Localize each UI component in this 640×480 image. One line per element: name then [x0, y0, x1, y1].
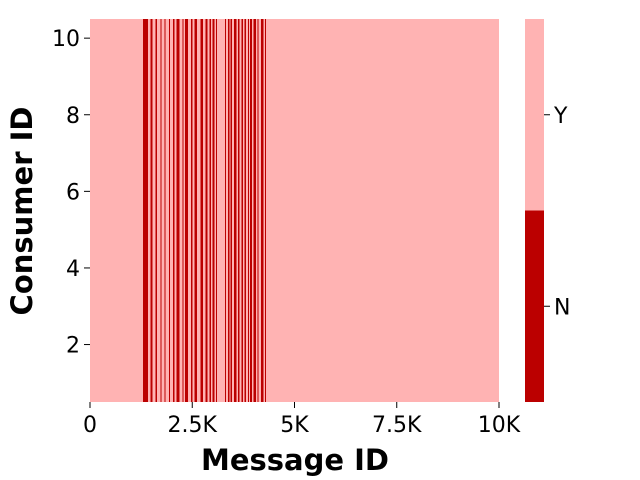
- heatmap-band-n: [191, 19, 193, 402]
- heatmap-band-n: [227, 19, 230, 402]
- colorbar: YN: [525, 19, 570, 402]
- heatmap-band-n: [241, 19, 243, 402]
- heatmap-band-n: [215, 19, 218, 402]
- y-tick-label: 6: [66, 180, 80, 205]
- heatmap-band-n: [260, 19, 264, 402]
- heatmap-band-n: [164, 19, 166, 402]
- x-tick-label: 2.5K: [168, 413, 218, 438]
- colorbar-label: N: [554, 295, 570, 320]
- heatmap-band-n: [150, 19, 153, 402]
- heatmap-band-n: [233, 19, 237, 402]
- heatmap-band-n: [176, 19, 180, 402]
- colorbar-label: Y: [553, 104, 568, 129]
- heatmap-band-n: [257, 19, 259, 402]
- heatmap-band-n: [265, 19, 267, 402]
- x-tick-label: 7.5K: [372, 413, 422, 438]
- heatmap-background-y: [90, 19, 499, 402]
- heatmap-band-n: [200, 19, 203, 402]
- y-tick-label: 2: [66, 334, 80, 359]
- x-axis-title: Message ID: [201, 443, 389, 477]
- heatmap-band-n: [230, 19, 232, 402]
- colorbar-segment-n: [525, 210, 544, 402]
- colorbar-segment-y: [525, 19, 544, 211]
- heatmap-band-n: [209, 19, 212, 402]
- heatmap-band-n: [238, 19, 240, 402]
- heatmap-band-n: [184, 19, 189, 402]
- heatmap-band-n: [173, 19, 175, 402]
- x-tick-label: 0: [83, 413, 97, 438]
- x-tick-label: 5K: [280, 413, 309, 438]
- heatmap-band-n: [143, 19, 149, 402]
- x-axis: 0 2.5K 5K 7.5K 10K: [83, 402, 521, 438]
- heatmap-band-n: [194, 19, 198, 402]
- heatmap-band-n: [244, 19, 246, 402]
- heatmap-band-n: [160, 19, 162, 402]
- heatmap-band-n: [249, 19, 252, 402]
- y-tick-label: 8: [66, 104, 80, 129]
- heatmap-band-n: [205, 19, 208, 402]
- heatmap-band-n: [247, 19, 249, 402]
- y-axis-title: Consumer ID: [5, 107, 39, 316]
- y-tick-label: 4: [66, 257, 80, 282]
- heatmap-band-n: [253, 19, 257, 402]
- heatmap-band-n: [155, 19, 158, 402]
- heatmap-band-n: [212, 19, 215, 402]
- heatmap-band-n: [224, 19, 227, 402]
- y-axis: 2 4 6 8 10: [52, 27, 90, 359]
- y-tick-label: 10: [52, 27, 80, 52]
- heatmap-band-n: [182, 19, 184, 402]
- heatmap-band-n: [168, 19, 171, 402]
- x-tick-label: 10K: [478, 413, 521, 438]
- plot-area: [90, 19, 499, 402]
